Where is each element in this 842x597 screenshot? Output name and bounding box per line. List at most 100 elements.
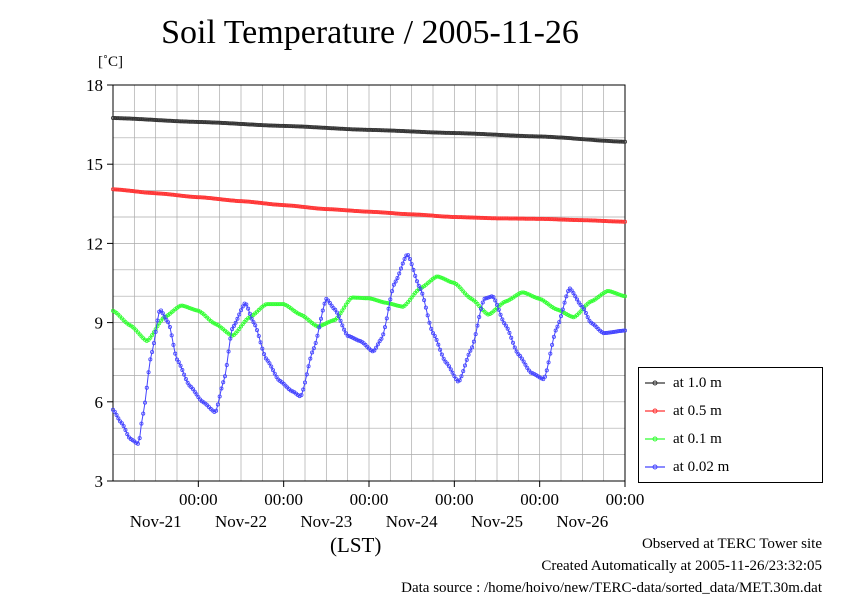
data-point xyxy=(494,302,499,307)
data-point xyxy=(512,345,517,350)
x-tick-date-label: Nov-23 xyxy=(300,512,352,531)
data-point xyxy=(418,286,423,291)
data-point xyxy=(519,356,524,361)
data-point xyxy=(144,385,149,390)
data-point xyxy=(381,332,386,337)
data-point xyxy=(393,279,398,284)
data-point xyxy=(509,335,514,340)
data-point xyxy=(230,327,235,332)
data-point xyxy=(425,313,430,318)
data-point xyxy=(260,346,265,351)
data-point xyxy=(176,360,181,365)
data-point xyxy=(299,204,304,209)
data-point xyxy=(395,303,400,308)
data-point xyxy=(372,348,377,353)
data-point xyxy=(334,310,339,315)
data-point xyxy=(269,364,274,369)
data-point xyxy=(391,302,396,307)
data-point xyxy=(370,297,375,302)
data-point xyxy=(127,188,132,193)
data-point xyxy=(189,306,194,311)
y-tick-label: 12 xyxy=(86,234,103,253)
data-point xyxy=(190,307,195,312)
data-point xyxy=(557,320,562,325)
data-point xyxy=(375,342,380,347)
data-point xyxy=(446,364,451,369)
data-point xyxy=(461,369,466,374)
data-point xyxy=(379,299,384,304)
x-tick-time-label: 00:00 xyxy=(606,490,645,509)
data-point xyxy=(519,290,524,295)
data-point xyxy=(521,290,526,295)
data-point xyxy=(432,333,437,338)
data-point xyxy=(409,262,414,267)
data-point xyxy=(302,205,307,210)
series-at-0-02-m xyxy=(111,253,628,446)
data-point xyxy=(580,304,585,309)
data-point xyxy=(246,306,251,311)
data-point xyxy=(391,282,396,287)
data-point xyxy=(180,303,185,308)
data-point xyxy=(434,337,439,342)
data-point xyxy=(384,300,389,305)
data-point xyxy=(503,323,508,328)
data-point xyxy=(514,349,519,354)
data-point xyxy=(390,302,395,307)
chart-title: Soil Temperature / 2005-11-26 xyxy=(161,14,579,51)
data-point xyxy=(434,274,439,279)
data-point xyxy=(610,290,615,295)
data-point xyxy=(333,307,338,312)
y-tick-label: 6 xyxy=(95,393,104,412)
data-point xyxy=(482,296,487,301)
x-tick-date-label: Nov-24 xyxy=(386,512,438,531)
x-tick-time-label: 00:00 xyxy=(350,490,389,509)
data-point xyxy=(340,323,345,328)
data-point xyxy=(535,296,540,301)
data-point xyxy=(503,299,508,304)
data-point xyxy=(343,302,348,307)
data-point xyxy=(603,331,608,336)
data-point xyxy=(445,361,450,366)
data-point xyxy=(502,321,507,326)
data-point xyxy=(349,296,354,301)
data-point xyxy=(310,350,315,355)
data-point xyxy=(141,411,146,416)
data-point xyxy=(404,253,409,258)
data-point xyxy=(430,331,435,336)
data-point xyxy=(377,299,382,304)
data-point xyxy=(192,389,197,394)
data-point xyxy=(573,294,578,299)
x-tick-date-label: Nov-22 xyxy=(215,512,267,531)
data-point xyxy=(178,363,183,368)
data-point xyxy=(553,307,558,312)
data-point xyxy=(386,301,391,306)
data-point xyxy=(125,188,130,193)
legend: at 1.0 m at 0.5 m at 0.1 m at 0.02 m xyxy=(638,367,823,483)
data-point xyxy=(610,330,615,335)
data-point xyxy=(386,306,391,311)
data-point xyxy=(621,328,626,333)
data-point xyxy=(397,271,402,276)
data-point xyxy=(411,267,416,272)
data-point xyxy=(569,288,574,293)
data-point xyxy=(146,370,151,375)
x-tick-date-label: Nov-21 xyxy=(130,512,182,531)
data-point xyxy=(576,300,581,305)
data-point xyxy=(585,315,590,320)
data-point xyxy=(311,346,316,351)
data-point xyxy=(185,380,190,385)
data-point xyxy=(459,374,464,379)
data-point xyxy=(450,280,455,285)
data-point xyxy=(486,295,491,300)
data-point xyxy=(621,293,626,298)
series-at-0-5-m xyxy=(111,187,628,224)
data-point xyxy=(308,356,313,361)
data-point xyxy=(559,314,564,319)
data-point xyxy=(190,387,195,392)
data-point xyxy=(272,371,277,376)
data-point xyxy=(221,197,226,202)
data-point xyxy=(251,320,256,325)
data-point xyxy=(262,201,267,206)
y-tick-label: 15 xyxy=(86,155,103,174)
data-point xyxy=(621,219,626,224)
